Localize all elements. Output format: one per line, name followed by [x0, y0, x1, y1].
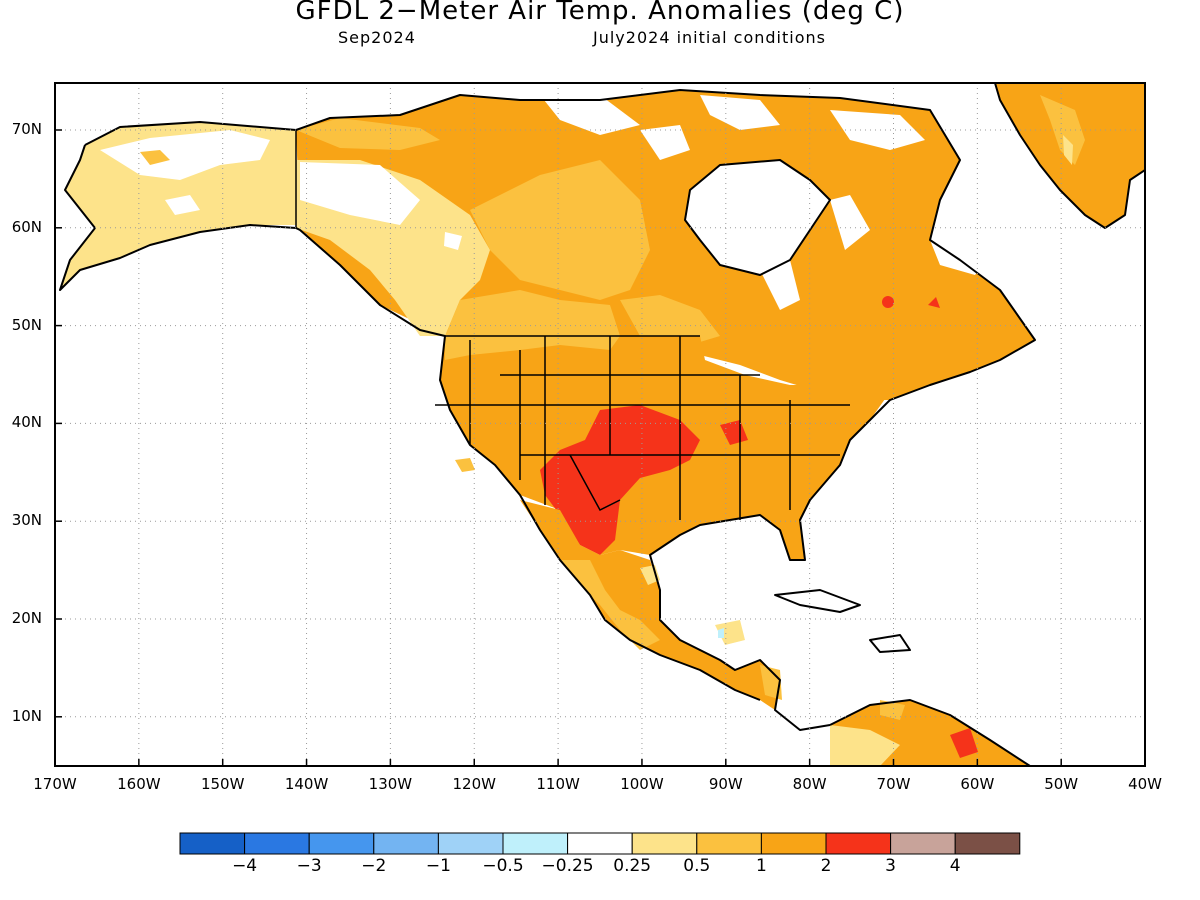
colorbar-swatch [760, 832, 827, 855]
lon-label: 150W [200, 775, 245, 793]
colorbar-label: 0.5 [683, 856, 711, 876]
colorbar-swatch [308, 832, 375, 855]
colorbar-label: 3 [885, 856, 896, 876]
colorbar-swatch [502, 832, 569, 855]
colorbar-label: 0.25 [613, 856, 652, 876]
coastlines [59, 83, 1145, 766]
state-borders [295, 130, 850, 520]
colorbar-swatch [179, 832, 246, 855]
lon-label: 90W [708, 775, 743, 793]
colorbar-swatch [567, 832, 633, 855]
map-title: GFDL 2−Meter Air Temp. Anomalies (deg C) [295, 0, 905, 26]
lat-label: 40N [11, 413, 42, 432]
lon-label: 80W [792, 775, 827, 793]
lat-label: 10N [11, 706, 42, 725]
colorbar-swatch [696, 832, 762, 855]
lon-label: 100W [620, 775, 664, 793]
colorbar-label: −1 [425, 856, 451, 876]
axis-ticks [54, 129, 1146, 766]
map-frame [54, 82, 1146, 767]
lon-label: 70W [876, 775, 911, 793]
colorbar-label: 1 [755, 856, 767, 876]
initial-conditions-label: July2024 initial conditions [593, 28, 826, 47]
colorbar-swatch [825, 832, 892, 855]
lon-label: 40W [1128, 775, 1162, 793]
colorbar-swatch [890, 832, 956, 855]
lon-label: 160W [117, 775, 161, 793]
colorbar-swatch [631, 832, 698, 855]
colorbar-swatch [437, 832, 504, 855]
lon-label: 170W [33, 775, 77, 793]
lat-label: 20N [11, 609, 42, 627]
graticule [55, 83, 1145, 766]
colorbar-label: −4 [232, 856, 258, 876]
colorbar-label: −0.5 [482, 856, 524, 876]
colorbar-swatch [244, 832, 310, 855]
map-area [55, 83, 1145, 766]
lat-label: 30N [11, 511, 42, 530]
lat-label: 60N [11, 217, 42, 236]
lon-label: 60W [960, 775, 995, 793]
colorbar-swatch [373, 832, 439, 855]
lat-label: 70N [11, 120, 42, 138]
colorbar-label: 4 [949, 856, 961, 876]
colorbar-label: −2 [361, 856, 387, 876]
colorbar [179, 832, 1021, 855]
valid-month-label: Sep2024 [338, 28, 416, 47]
lon-label: 110W [536, 775, 580, 793]
colorbar-swatch [954, 832, 1021, 855]
lon-label: 130W [368, 775, 413, 793]
colorbar-label: 2 [820, 856, 832, 876]
lon-label: 50W [1044, 775, 1079, 793]
colorbar-label: −3 [296, 856, 322, 876]
colorbar-label: −0.25 [541, 856, 594, 876]
anomaly-shading [60, 83, 1145, 766]
lon-label: 120W [452, 775, 496, 793]
lon-label: 140W [284, 775, 329, 793]
lat-label: 50N [11, 315, 42, 334]
